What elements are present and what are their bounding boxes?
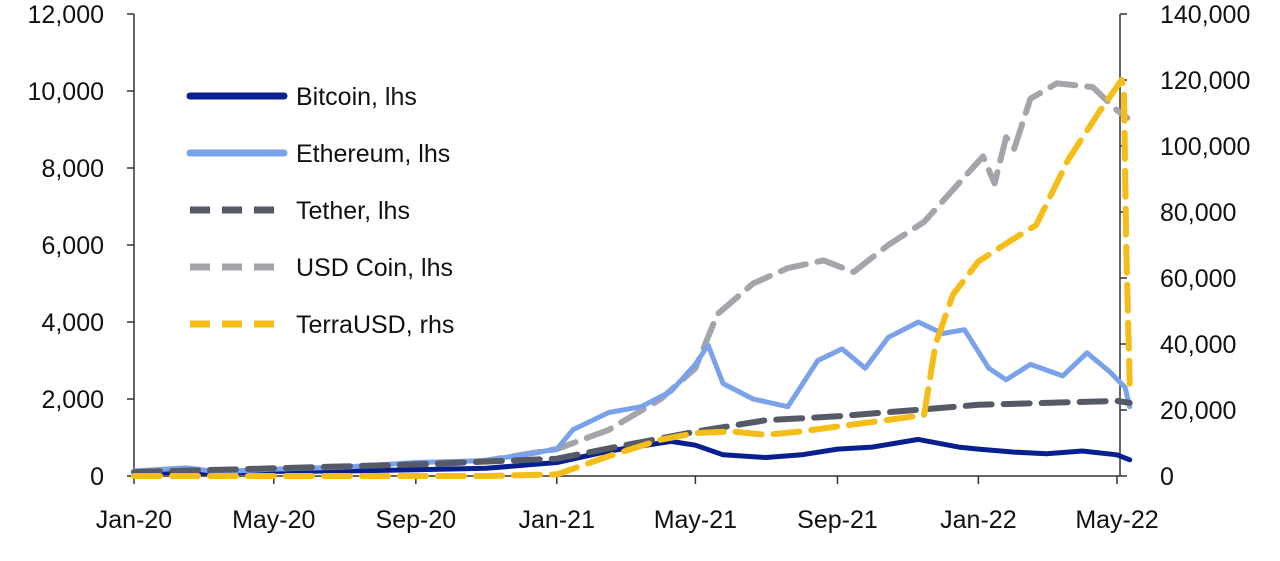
axes-group: 0 2,000 4,000 6,000 8,000 10,000 12,000 0 20,000… xyxy=(28,1,1251,534)
x-tick-label: Jan-20 xyxy=(96,506,172,534)
right-tick-label: 20,000 xyxy=(1160,397,1236,425)
series-line-bitcoin xyxy=(131,436,1133,476)
x-tick-label: May-22 xyxy=(1075,506,1158,534)
right-tick-label: 40,000 xyxy=(1160,331,1236,359)
legend: Bitcoin, lhs Ethereum, lhs Tether, lhs USD … xyxy=(186,83,454,339)
legend-label-usd-coin: USD Coin, lhs xyxy=(296,254,453,282)
left-tick-label: 4,000 xyxy=(41,309,104,337)
x-tick-label: May-20 xyxy=(232,506,315,534)
right-tick-label: 140,000 xyxy=(1160,1,1250,29)
left-tick-label: 10,000 xyxy=(28,78,104,106)
left-tick-label: 2,000 xyxy=(41,386,104,414)
legend-label-ethereum: Ethereum, lhs xyxy=(296,140,450,168)
legend-label-bitcoin: Bitcoin, lhs xyxy=(296,83,417,111)
x-tick-label: May-21 xyxy=(654,506,737,534)
legend-label-tether: Tether, lhs xyxy=(296,197,410,225)
left-tick-label: 6,000 xyxy=(41,232,104,260)
right-tick-label: 120,000 xyxy=(1160,67,1250,95)
right-tick-label: 60,000 xyxy=(1160,265,1236,293)
series-group xyxy=(131,77,1133,479)
left-tick-label: 12,000 xyxy=(28,1,104,29)
right-tick-label: 80,000 xyxy=(1160,199,1236,227)
series-line-terrausd xyxy=(131,77,1133,479)
series-line-tether xyxy=(131,397,1133,476)
x-tick-label: Sep-21 xyxy=(797,506,878,534)
x-tick-label: Sep-20 xyxy=(376,506,457,534)
x-tick-label: Jan-22 xyxy=(940,506,1016,534)
x-tick-label: Jan-21 xyxy=(519,506,595,534)
right-tick-label: 100,000 xyxy=(1160,133,1250,161)
left-tick-label: 8,000 xyxy=(41,155,104,183)
legend-label-terrausd: TerraUSD, rhs xyxy=(296,311,454,339)
series-line-usd-coin xyxy=(131,80,1131,476)
right-tick-label: 0 xyxy=(1160,463,1174,491)
left-tick-label: 0 xyxy=(90,463,104,491)
